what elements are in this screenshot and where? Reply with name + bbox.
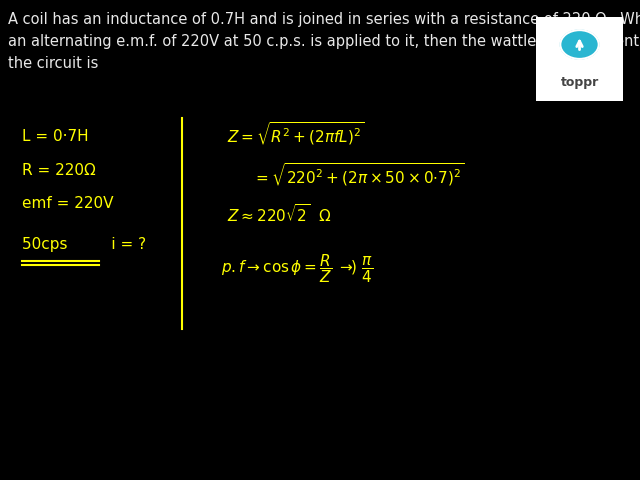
Text: A coil has an inductance of 0.7H and is joined in series with a resistance of 22: A coil has an inductance of 0.7H and is … — [8, 12, 640, 72]
Text: $= \sqrt{220^2 + (2\pi \times 50 \times 0{\cdot}7)^2}$: $= \sqrt{220^2 + (2\pi \times 50 \times … — [253, 162, 465, 189]
Text: emf = 220V: emf = 220V — [22, 196, 114, 212]
Text: toppr: toppr — [561, 76, 598, 89]
Text: R = 220Ω: R = 220Ω — [22, 163, 96, 178]
Text: $p.f \rightarrow \cos\phi = \dfrac{R}{Z}\ \rightarrow\!\!)\  \dfrac{\pi}{4}$: $p.f \rightarrow \cos\phi = \dfrac{R}{Z}… — [221, 252, 373, 285]
Text: $Z = \sqrt{R^2 + (2\pi fL)^2}$: $Z = \sqrt{R^2 + (2\pi fL)^2}$ — [227, 121, 365, 148]
Circle shape — [561, 30, 599, 59]
Text: L = 0·7H: L = 0·7H — [22, 129, 89, 144]
Text: 50cps         i = ?: 50cps i = ? — [22, 237, 147, 252]
Text: $Z \approx 220\sqrt{2}\ \ \Omega$: $Z \approx 220\sqrt{2}\ \ \Omega$ — [227, 203, 332, 225]
FancyBboxPatch shape — [536, 17, 623, 101]
